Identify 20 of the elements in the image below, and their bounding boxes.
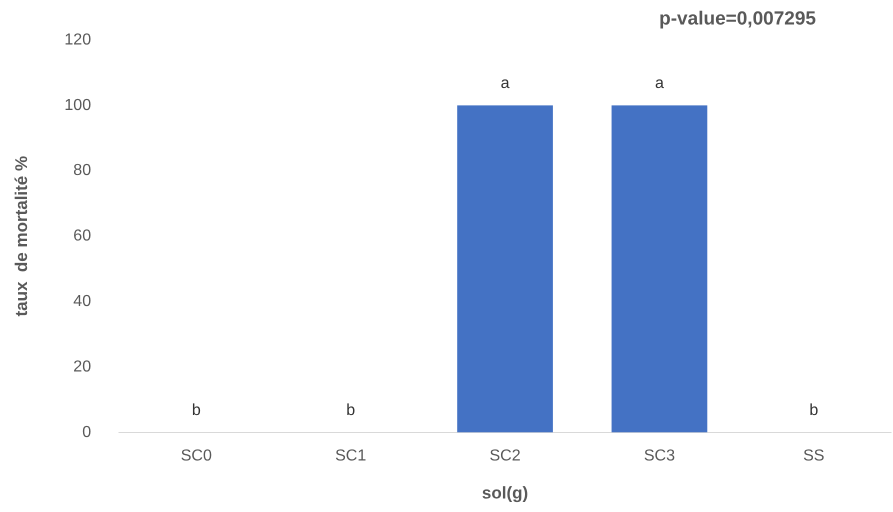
x-tick-label: SS: [803, 447, 824, 464]
x-tick-label: SC1: [335, 447, 366, 464]
annotation: a: [654, 74, 664, 92]
annotation: a: [500, 74, 510, 92]
x-tick-label: SC2: [489, 447, 521, 464]
y-tick-label: 20: [73, 358, 92, 376]
x-axis-title: sol(g): [482, 483, 528, 502]
y-tick-label: 0: [82, 424, 92, 441]
y-axis-title: taux de mortalité %: [12, 156, 31, 317]
annotation: b: [809, 402, 818, 419]
y-tick-label: 60: [73, 228, 92, 245]
annotation: b: [346, 402, 356, 419]
x-tick-label: SC0: [180, 447, 212, 464]
y-tick-label: 80: [73, 162, 92, 180]
y-tick-label: 100: [64, 96, 92, 114]
annotation: b: [192, 402, 201, 419]
y-tick-label: 120: [64, 31, 92, 48]
text: p-value=0,007295: [659, 8, 816, 30]
y-tick-label: 40: [73, 293, 92, 310]
x-tick-label: SC3: [644, 447, 676, 464]
